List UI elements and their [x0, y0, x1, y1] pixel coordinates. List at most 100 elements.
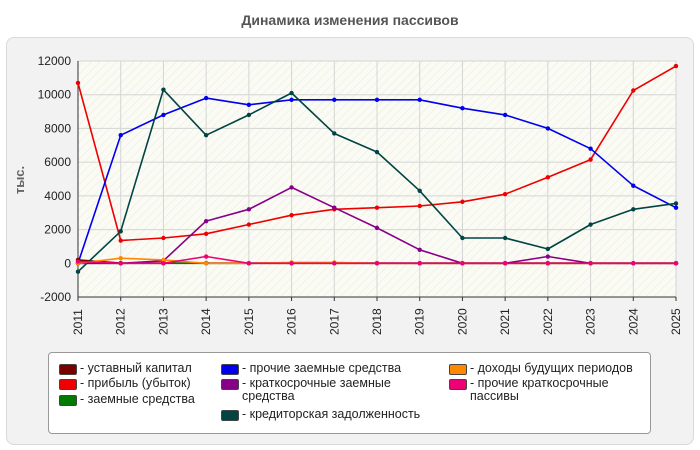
data-point [203, 218, 209, 224]
data-point [588, 146, 593, 151]
legend-swatch [59, 364, 77, 375]
x-tick-label: 2014 [199, 308, 213, 335]
data-point [417, 247, 422, 252]
data-point [502, 191, 508, 197]
data-point [203, 231, 209, 236]
data-point [75, 259, 81, 264]
data-point [545, 261, 551, 266]
x-tick-label: 2015 [242, 308, 256, 335]
data-point [374, 205, 380, 210]
data-point [545, 126, 551, 131]
chart-title: Динамика изменения пассивов [241, 12, 459, 28]
data-point [332, 131, 337, 136]
data-point [246, 207, 252, 212]
data-point [673, 205, 679, 210]
legend: - уставный капитал - прибыль (убыток) - за… [48, 352, 651, 434]
data-point [161, 257, 166, 263]
data-point [332, 205, 337, 210]
data-point [246, 102, 252, 108]
x-tick-label: 2019 [413, 308, 427, 335]
legend-swatch [221, 410, 239, 421]
legend-item: - заемные средства [59, 393, 219, 406]
data-point [289, 261, 294, 266]
data-point [118, 261, 123, 266]
data-point [417, 97, 422, 102]
y-tick-label: 6000 [44, 155, 71, 169]
legend-swatch [449, 379, 467, 390]
data-point [545, 246, 551, 252]
data-point [332, 261, 337, 266]
data-point [673, 261, 679, 266]
legend-label: - прочие краткосрочные пассивы [470, 376, 609, 403]
data-point [118, 132, 123, 138]
data-point [161, 112, 166, 118]
x-tick-label: 2023 [584, 308, 598, 335]
legend-swatch [59, 395, 77, 406]
legend-swatch [449, 364, 467, 375]
data-point [332, 97, 337, 102]
data-point [203, 261, 209, 266]
data-point [161, 261, 166, 266]
data-point [75, 80, 81, 86]
data-point [673, 201, 679, 206]
data-point [588, 157, 593, 162]
y-tick-label: 8000 [44, 121, 71, 135]
legend-item: - краткосрочные заемные средства [221, 377, 441, 403]
line-chart: -2000 0 2000 4000 6000 8000 10000 12000 2011 2012… [12, 54, 683, 335]
x-tick-label: 2024 [626, 308, 640, 335]
y-tick-label: 12000 [38, 54, 72, 68]
data-point [289, 97, 294, 102]
legend-label: - краткосрочные заемные средства [242, 376, 391, 403]
data-point [417, 203, 422, 209]
x-tick-label: 2025 [669, 308, 683, 335]
data-point [161, 87, 166, 92]
data-point [460, 106, 465, 111]
data-point [417, 188, 422, 193]
data-point [545, 175, 551, 180]
data-point [118, 238, 123, 243]
y-axis-label: тыс. [12, 166, 27, 194]
legend-swatch [59, 379, 77, 390]
data-point [289, 185, 294, 190]
data-point [460, 199, 465, 204]
data-point [374, 149, 380, 155]
y-tick-label: 4000 [44, 189, 71, 203]
data-point [545, 254, 551, 259]
x-tick-label: 2021 [498, 308, 512, 335]
data-point [246, 222, 252, 227]
y-tick-label: -2000 [40, 290, 71, 304]
data-point [374, 225, 380, 231]
data-point [289, 213, 294, 218]
legend-label: - уставный капитал [80, 361, 192, 375]
y-tick-label: 0 [64, 256, 71, 270]
series-points [75, 63, 679, 274]
x-tick-label: 2022 [541, 308, 555, 335]
data-point [588, 261, 593, 266]
data-point [118, 229, 123, 234]
data-point [289, 90, 294, 96]
x-tick-label: 2018 [370, 308, 384, 335]
data-point [631, 261, 636, 266]
data-point [502, 112, 508, 118]
data-point [203, 254, 209, 259]
data-point [203, 132, 209, 138]
legend-item: - кредиторская задолженность [221, 408, 441, 421]
x-tick-label: 2013 [156, 308, 170, 335]
legend-label: - кредиторская задолженность [242, 407, 421, 421]
data-point [203, 95, 209, 101]
data-point [460, 235, 465, 241]
x-tick-label: 2017 [327, 308, 341, 335]
data-point [75, 269, 81, 274]
data-point [374, 261, 380, 266]
legend-item: - уставный капитал [59, 362, 219, 375]
legend-label: - прочие заемные средства [242, 361, 402, 375]
x-tick-label: 2011 [71, 309, 85, 335]
data-point [417, 261, 422, 266]
x-tick-label: 2012 [114, 308, 128, 335]
data-point [631, 88, 636, 93]
y-tick-label: 10000 [38, 88, 72, 102]
data-point [246, 261, 252, 266]
data-point [502, 261, 508, 266]
data-point [502, 235, 508, 241]
legend-label: - заемные средства [80, 392, 195, 406]
